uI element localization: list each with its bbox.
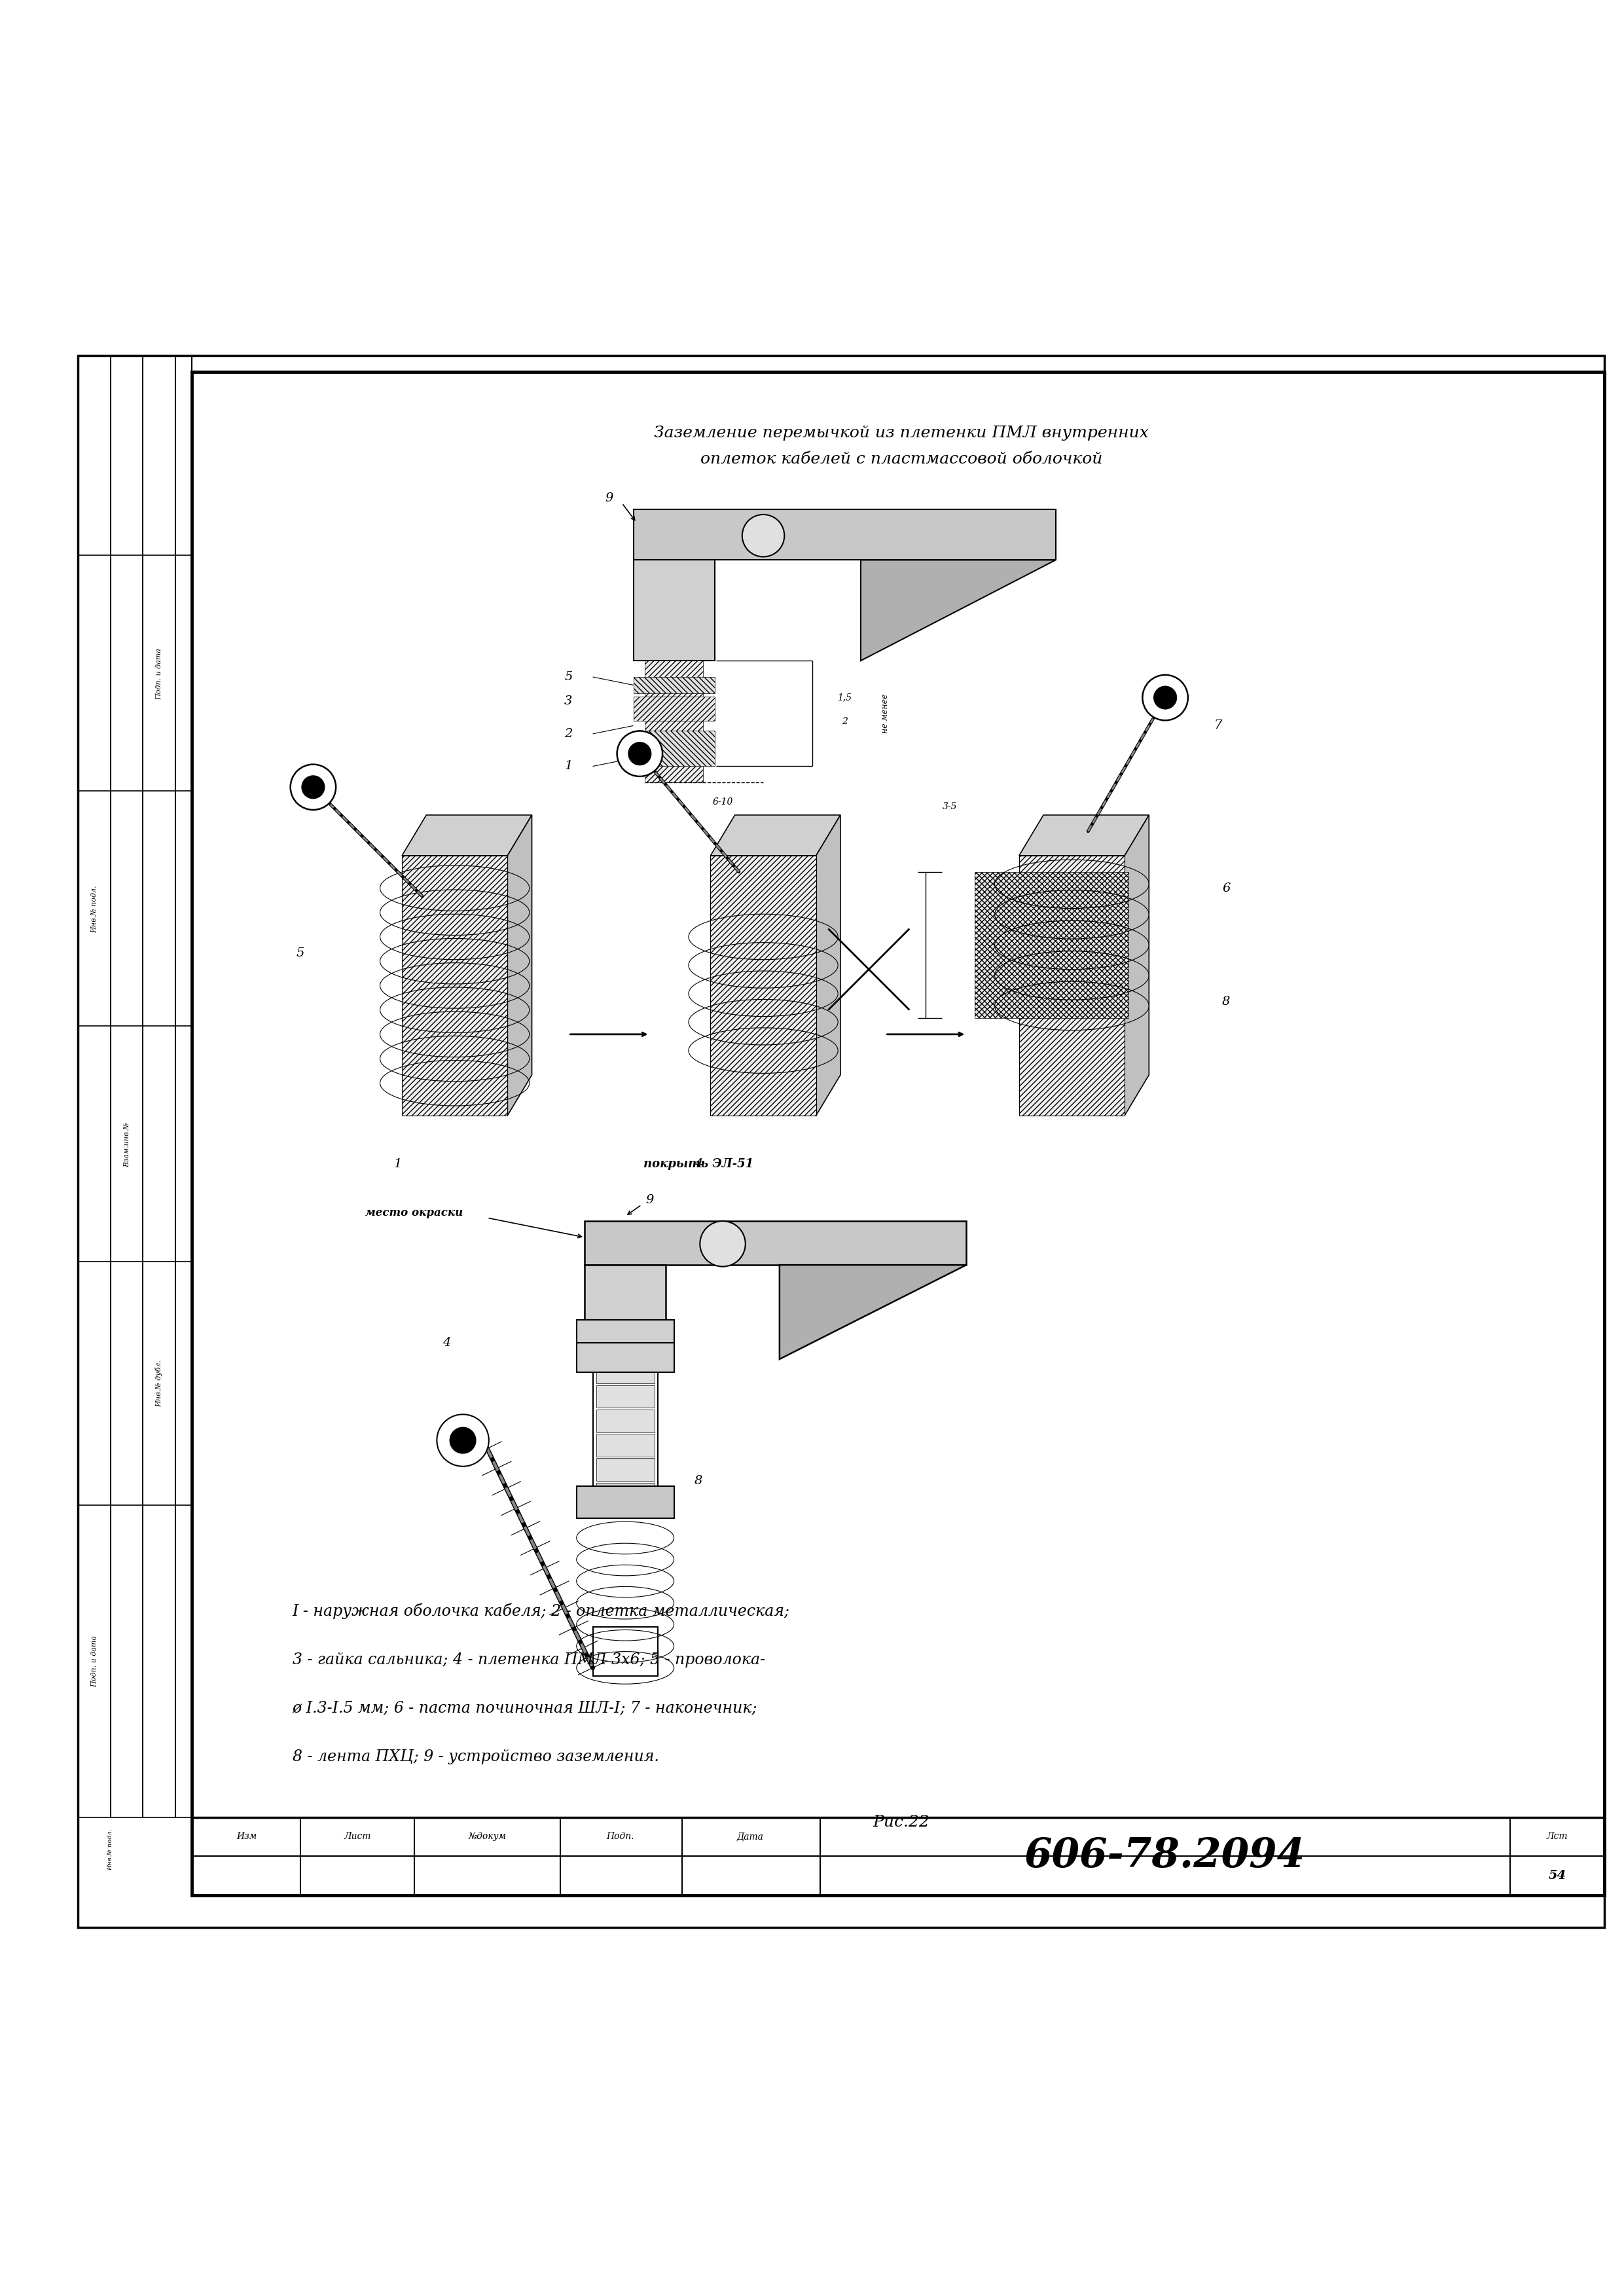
Text: Изм: Изм — [237, 1832, 257, 1841]
Text: Инв.№ подл.: Инв.№ подл. — [107, 1830, 114, 1871]
Polygon shape — [633, 510, 1056, 560]
Text: 7: 7 — [1215, 719, 1221, 732]
Bar — [633, 696, 715, 721]
Circle shape — [450, 1428, 476, 1453]
Text: Лист: Лист — [344, 1832, 370, 1841]
Text: 6: 6 — [1223, 882, 1229, 893]
Bar — [596, 1483, 654, 1506]
Text: 9: 9 — [646, 1194, 653, 1205]
Polygon shape — [507, 815, 533, 1116]
Text: Инв.№ дубл.: Инв.№ дубл. — [156, 1359, 162, 1407]
Polygon shape — [1124, 815, 1150, 1116]
Polygon shape — [711, 815, 841, 856]
Text: №докум: №докум — [468, 1832, 507, 1841]
Bar — [711, 856, 815, 1116]
Text: 606-78.2094: 606-78.2094 — [1025, 1837, 1304, 1876]
Text: 3-5: 3-5 — [942, 801, 958, 810]
Circle shape — [291, 765, 336, 810]
Polygon shape — [585, 1221, 966, 1265]
Text: Дата: Дата — [737, 1832, 763, 1841]
Text: 9: 9 — [606, 491, 612, 505]
Bar — [596, 1458, 654, 1481]
Text: 8: 8 — [1223, 996, 1229, 1008]
Polygon shape — [585, 1265, 666, 1359]
Text: 4: 4 — [443, 1336, 450, 1348]
Bar — [577, 1320, 674, 1343]
Bar — [974, 872, 1129, 1017]
Text: Подп. и дата: Подп. и дата — [91, 1635, 97, 1688]
Bar — [1020, 856, 1125, 1116]
Bar — [633, 730, 715, 767]
Text: Рис.22: Рис.22 — [874, 1814, 929, 1830]
Text: 5: 5 — [297, 948, 304, 960]
Text: 6-10: 6-10 — [713, 797, 732, 806]
Bar — [192, 372, 1605, 1894]
Polygon shape — [780, 1265, 966, 1359]
Bar — [577, 1486, 674, 1518]
Text: Лст: Лст — [1546, 1832, 1569, 1841]
Circle shape — [437, 1414, 489, 1467]
Text: 3: 3 — [565, 696, 572, 707]
Text: 1: 1 — [395, 1159, 401, 1171]
Bar — [645, 661, 703, 783]
Text: 5: 5 — [565, 670, 572, 682]
Bar — [633, 677, 715, 693]
Text: Инв.№ подл.: Инв.№ подл. — [91, 886, 97, 932]
Text: 54: 54 — [1549, 1869, 1566, 1883]
Text: 8: 8 — [695, 1474, 702, 1488]
Text: 2: 2 — [841, 716, 848, 726]
Circle shape — [628, 742, 651, 765]
Circle shape — [742, 514, 784, 556]
Text: 8 - лента ПХЦ; 9 - устройство заземления.: 8 - лента ПХЦ; 9 - устройство заземления… — [292, 1750, 659, 1766]
Text: покрыть ЭЛ-51: покрыть ЭЛ-51 — [643, 1159, 754, 1171]
Polygon shape — [633, 560, 715, 661]
Bar — [596, 1384, 654, 1407]
Text: 1: 1 — [565, 760, 572, 771]
Circle shape — [302, 776, 325, 799]
Text: оплеток кабелей с пластмассовой оболочкой: оплеток кабелей с пластмассовой оболочко… — [700, 452, 1103, 466]
Text: Взам.инв.№: Взам.инв.№ — [123, 1123, 130, 1166]
Bar — [596, 1435, 654, 1456]
Polygon shape — [403, 815, 533, 856]
Text: 2: 2 — [565, 728, 572, 739]
Circle shape — [1153, 687, 1176, 709]
Bar — [403, 856, 507, 1116]
Polygon shape — [1020, 815, 1150, 856]
Polygon shape — [815, 815, 841, 1116]
Text: 4: 4 — [695, 1159, 702, 1171]
Bar — [593, 1359, 658, 1506]
Polygon shape — [861, 560, 1056, 661]
Text: 1,5: 1,5 — [838, 693, 851, 703]
Text: I - наружная оболочка кабеля; 2 - оплетка металлическая;: I - наружная оболочка кабеля; 2 - оплетк… — [292, 1603, 789, 1619]
Bar — [593, 1628, 658, 1676]
Bar — [596, 1410, 654, 1433]
Text: Подп. и дата: Подп. и дата — [156, 647, 162, 700]
Circle shape — [1143, 675, 1189, 721]
Circle shape — [617, 730, 663, 776]
Bar — [577, 1343, 674, 1373]
Text: ø I.3-I.5 мм; 6 - паста починочная ШЛ-I; 7 - наконечник;: ø I.3-I.5 мм; 6 - паста починочная ШЛ-I;… — [292, 1701, 757, 1715]
Text: Подп.: Подп. — [606, 1832, 635, 1841]
Bar — [596, 1362, 654, 1384]
Circle shape — [700, 1221, 745, 1267]
Text: Заземление перемычкой из плетенки ПМЛ внутренних: Заземление перемычкой из плетенки ПМЛ вн… — [654, 425, 1148, 441]
Text: 3 - гайка сальника; 4 - плетенка ПМЛ 3х6; 5 - проволока-: 3 - гайка сальника; 4 - плетенка ПМЛ 3х6… — [292, 1653, 765, 1667]
Text: не менее: не менее — [880, 693, 890, 732]
Text: место окраски: место окраски — [365, 1208, 463, 1219]
